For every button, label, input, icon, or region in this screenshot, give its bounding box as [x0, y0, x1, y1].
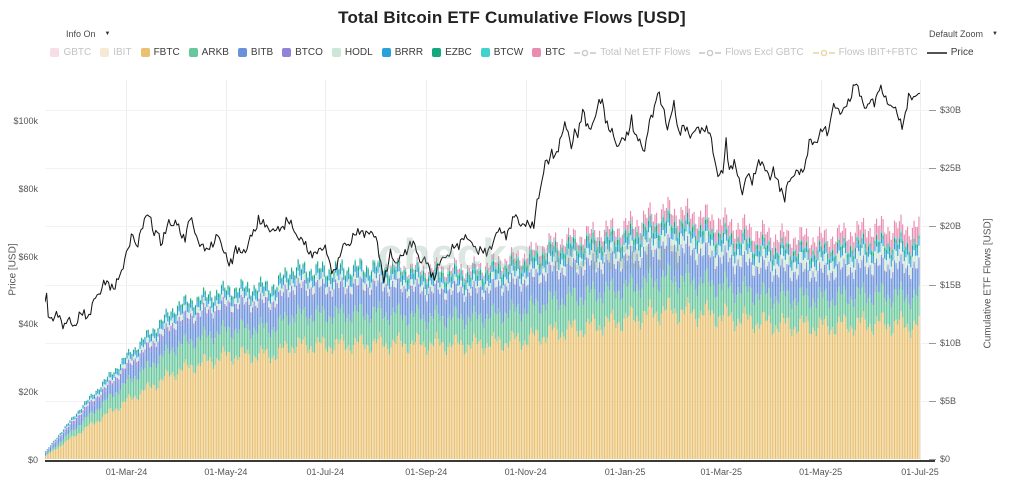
legend-item-label: HODL — [344, 47, 373, 58]
x-axis-tick-label: 01-Jul-24 — [306, 467, 345, 477]
legend-item-label: Flows IBIT+FBTC — [838, 47, 918, 58]
x-axis-tick-label: 01-Nov-24 — [504, 467, 547, 477]
dash-circle-marker-icon — [812, 49, 835, 56]
legend-swatch-icon — [331, 48, 341, 57]
legend-item-label: BRRR — [394, 47, 424, 58]
x-axis-tick-label: 01-Jan-25 — [604, 467, 646, 477]
left-axis-tick-label: $40k — [18, 319, 38, 330]
legend-item-bitb[interactable]: BITB — [237, 47, 274, 58]
info-toggle-dropdown[interactable]: Info On ▼ — [66, 29, 110, 39]
right-axis-tick-label: $5B — [940, 395, 957, 406]
x-axis-tick-label: 01-Mar-24 — [105, 467, 148, 477]
legend-item-flows-excl-gbtc[interactable]: Flows Excl GBTC — [699, 47, 804, 58]
legend-item-label: FBTC — [153, 47, 180, 58]
right-axis-tick-label: $15B — [940, 279, 962, 290]
legend-item-label: BTCO — [295, 47, 323, 58]
legend-item-total-net-etf-flows[interactable]: Total Net ETF Flows — [574, 47, 690, 58]
x-axis-tick-label: 01-Mar-25 — [700, 467, 742, 477]
legend-item-btc[interactable]: BTC — [532, 47, 565, 58]
caret-down-icon: ▼ — [104, 31, 111, 37]
legend-swatch-icon — [282, 48, 292, 57]
legend-swatch-icon — [100, 48, 110, 57]
line-marker-icon — [926, 51, 947, 54]
legend-item-brrr[interactable]: BRRR — [381, 47, 424, 58]
legend-swatch-icon — [237, 48, 247, 57]
x-axis-tick-label: 01-May-24 — [204, 467, 248, 477]
legend-swatch-icon — [480, 48, 490, 57]
legend-item-label: BTCW — [493, 47, 524, 58]
caret-down-icon: ▼ — [992, 31, 998, 37]
right-axis-tick — [929, 168, 936, 170]
left-axis-tick-label: $80k — [18, 183, 38, 194]
left-axis-tick-label: $0 — [27, 455, 38, 465]
right-axis-tick — [929, 400, 936, 402]
left-axis-tick-label: $60k — [18, 251, 38, 262]
legend-swatch-icon — [50, 48, 60, 57]
legend-swatch-icon — [432, 48, 442, 57]
vertical-gridline — [920, 80, 921, 461]
legend: GBTC IBIT FBTC ARKB BITB BTCO HODL BRRR EZBC BTCW… — [40, 47, 984, 58]
right-axis-tick — [929, 226, 936, 228]
right-axis-tick-label: $10B — [940, 337, 962, 348]
zoom-preset-dropdown[interactable]: Default Zoom ▼ — [929, 29, 998, 39]
dash-circle-marker-icon — [699, 49, 722, 56]
legend-swatch-icon — [188, 48, 198, 57]
legend-swatch-icon — [381, 48, 391, 57]
right-axis-tick-label: $20B — [940, 221, 962, 232]
legend-item-btco[interactable]: BTCO — [282, 47, 323, 58]
right-axis-tick — [929, 459, 936, 460]
legend-item-hodl[interactable]: HODL — [331, 47, 373, 58]
legend-item-fbtc[interactable]: FBTC — [140, 47, 180, 58]
legend-item-price[interactable]: Price — [926, 47, 974, 58]
right-axis-tick — [929, 110, 936, 111]
zoom-preset-label: Default Zoom — [929, 29, 984, 39]
x-axis-tick-label: 01-May-25 — [799, 467, 843, 477]
legend-item-label: BTC — [545, 47, 566, 58]
right-axis-tick-label: $0 — [940, 454, 951, 464]
x-axis-tick-label: 01-Jul-25 — [901, 467, 939, 477]
right-axis-title: Cumulative ETF Flows [USD] — [982, 218, 994, 349]
right-axis-tick-label: $25B — [940, 163, 962, 174]
legend-item-ibit[interactable]: IBIT — [100, 47, 132, 58]
legend-item-ezbc[interactable]: EZBC — [432, 47, 472, 58]
left-axis-tick-label: $100k — [13, 116, 38, 126]
legend-swatch-icon — [532, 48, 542, 57]
x-axis-line — [45, 460, 935, 462]
legend-item-label: EZBC — [445, 47, 472, 58]
legend-item-label: Total Net ETF Flows — [600, 47, 691, 58]
right-axis-tick — [929, 342, 936, 344]
legend-item-label: IBIT — [113, 47, 132, 58]
legend-swatch-icon — [140, 48, 150, 57]
right-axis-tick — [929, 284, 936, 286]
legend-item-label: Flows Excl GBTC — [725, 47, 804, 58]
legend-item-label: GBTC — [63, 47, 92, 58]
dash-circle-marker-icon — [574, 49, 597, 56]
legend-item-gbtc[interactable]: GBTC — [50, 47, 91, 58]
legend-item-flows-ibit-fbtc[interactable]: Flows IBIT+FBTC — [812, 47, 918, 58]
left-axis-tick-label: $20k — [18, 387, 38, 398]
info-toggle-label: Info On — [66, 29, 96, 39]
legend-item-arkb[interactable]: ARKB — [188, 47, 229, 58]
right-axis-tick-label: $30B — [940, 105, 962, 115]
legend-item-btcw[interactable]: BTCW — [480, 47, 524, 58]
legend-item-label: ARKB — [201, 47, 229, 58]
legend-item-label: BITB — [250, 47, 274, 58]
legend-item-label: Price — [950, 47, 974, 58]
x-axis-tick-label: 01-Sep-24 — [405, 467, 448, 477]
page-title: Total Bitcoin ETF Cumulative Flows [USD] — [338, 8, 686, 27]
plot-area-canvas[interactable] — [45, 80, 920, 461]
